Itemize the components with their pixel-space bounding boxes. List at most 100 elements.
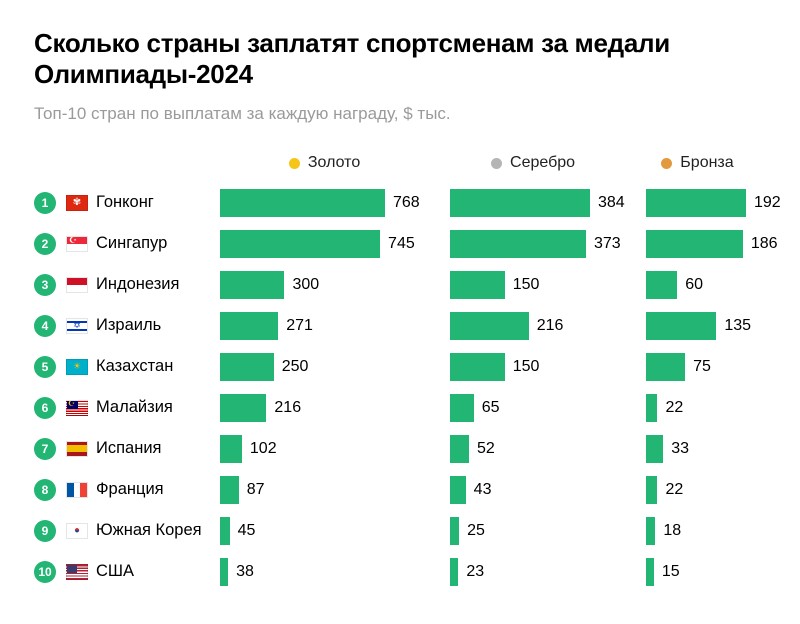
gold-bar — [220, 476, 239, 504]
country-name: США — [96, 562, 134, 581]
gold-value: 300 — [292, 276, 319, 294]
row-label: 6Малайзия — [34, 397, 220, 419]
flag-icon — [66, 236, 88, 252]
flag-icon — [66, 277, 88, 293]
rank-badge: 9 — [34, 520, 56, 542]
gold-cell: 250 — [220, 353, 450, 381]
silver-cell: 52 — [450, 435, 646, 463]
gold-value: 38 — [236, 563, 254, 581]
silver-cell: 150 — [450, 271, 646, 299]
gold-cell: 768 — [220, 189, 450, 217]
silver-bar — [450, 517, 459, 545]
legend-bronze: Бронза — [629, 154, 766, 172]
gold-bar — [220, 558, 228, 586]
gold-bar — [220, 271, 284, 299]
legend-bronze-label: Бронза — [680, 154, 733, 172]
silver-value: 65 — [482, 399, 500, 417]
rank-badge: 2 — [34, 233, 56, 255]
row-label: 3Индонезия — [34, 274, 220, 296]
bronze-bar — [646, 312, 716, 340]
bronze-value: 15 — [662, 563, 680, 581]
silver-value: 384 — [598, 194, 625, 212]
table-row: 9Южная Корея452518 — [34, 510, 766, 551]
silver-bar — [450, 394, 474, 422]
table-row: 2Сингапур745373186 — [34, 223, 766, 264]
silver-cell: 373 — [450, 230, 646, 258]
bronze-bar — [646, 394, 657, 422]
country-name: Индонезия — [96, 275, 179, 294]
flag-icon — [66, 359, 88, 375]
silver-cell: 43 — [450, 476, 646, 504]
flag-icon — [66, 400, 88, 416]
gold-bar — [220, 435, 242, 463]
rank-badge: 8 — [34, 479, 56, 501]
rank-badge: 5 — [34, 356, 56, 378]
flag-icon — [66, 195, 88, 211]
bronze-cell: 60 — [646, 271, 786, 299]
bronze-bar — [646, 435, 663, 463]
gold-bar — [220, 394, 266, 422]
silver-bar — [450, 476, 466, 504]
gold-cell: 87 — [220, 476, 450, 504]
country-name: Малайзия — [96, 398, 173, 417]
silver-value: 43 — [474, 481, 492, 499]
legend-silver-dot — [491, 158, 502, 169]
table-row: 6Малайзия 216 65 22 — [34, 387, 766, 428]
bronze-bar — [646, 271, 677, 299]
gold-cell: 38 — [220, 558, 450, 586]
rank-badge: 1 — [34, 192, 56, 214]
gold-value: 271 — [286, 317, 313, 335]
country-name: Южная Корея — [96, 521, 202, 540]
bronze-cell: 33 — [646, 435, 786, 463]
bronze-value: 22 — [665, 399, 683, 417]
flag-icon — [66, 564, 88, 580]
silver-bar — [450, 558, 458, 586]
row-label: 4✡Израиль — [34, 315, 220, 337]
gold-cell: 745 — [220, 230, 450, 258]
gold-value: 216 — [274, 399, 301, 417]
gold-value: 45 — [238, 522, 256, 540]
legend-silver-label: Серебро — [510, 154, 575, 172]
flag-icon — [66, 482, 88, 498]
table-row: 4✡Израиль271216135 — [34, 305, 766, 346]
silver-value: 150 — [513, 276, 540, 294]
chart-subtitle: Топ-10 стран по выплатам за каждую награ… — [34, 104, 766, 124]
silver-bar — [450, 435, 469, 463]
gold-bar — [220, 517, 230, 545]
gold-bar — [220, 189, 385, 217]
silver-bar — [450, 230, 586, 258]
bronze-value: 18 — [663, 522, 681, 540]
gold-value: 250 — [282, 358, 309, 376]
gold-bar — [220, 353, 274, 381]
bronze-cell: 22 — [646, 394, 786, 422]
silver-value: 150 — [513, 358, 540, 376]
country-name: Испания — [96, 439, 161, 458]
silver-cell: 65 — [450, 394, 646, 422]
country-name: Сингапур — [96, 234, 167, 253]
table-row: 3Индонезия30015060 — [34, 264, 766, 305]
bronze-value: 135 — [724, 317, 751, 335]
silver-value: 52 — [477, 440, 495, 458]
silver-cell: 384 — [450, 189, 646, 217]
silver-bar — [450, 353, 505, 381]
gold-bar — [220, 312, 278, 340]
gold-value: 745 — [388, 235, 415, 253]
country-name: Казахстан — [96, 357, 173, 376]
gold-value: 102 — [250, 440, 277, 458]
bronze-bar — [646, 230, 743, 258]
bronze-cell: 18 — [646, 517, 786, 545]
rank-badge: 4 — [34, 315, 56, 337]
bronze-cell: 75 — [646, 353, 786, 381]
country-name: Израиль — [96, 316, 161, 335]
legend-gold-dot — [289, 158, 300, 169]
bronze-value: 33 — [671, 440, 689, 458]
row-label: 9 Южная Корея — [34, 520, 220, 542]
row-label: 7Испания — [34, 438, 220, 460]
rank-badge: 10 — [34, 561, 56, 583]
bronze-bar — [646, 517, 655, 545]
silver-cell: 23 — [450, 558, 646, 586]
table-row: 8Франция874322 — [34, 469, 766, 510]
bronze-value: 192 — [754, 194, 781, 212]
bronze-cell: 22 — [646, 476, 786, 504]
table-row: 10 США 38 23 15 — [34, 551, 766, 592]
